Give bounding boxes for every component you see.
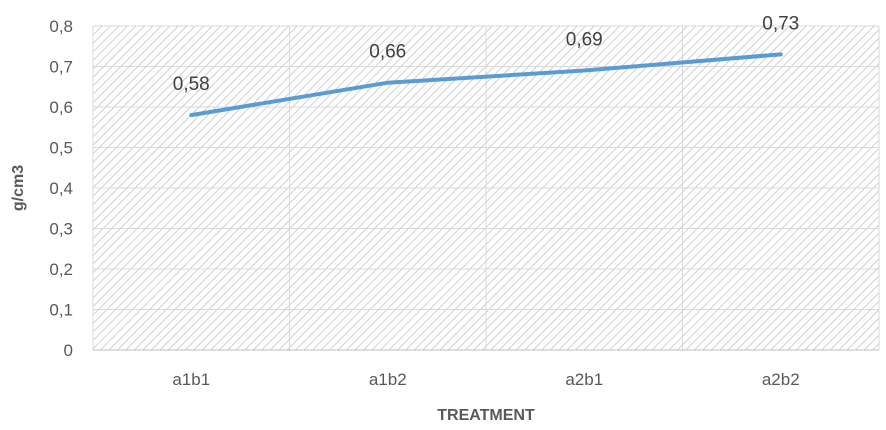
data-label: 0,66 bbox=[369, 42, 406, 63]
y-tick-label: 0,5 bbox=[49, 139, 73, 158]
gridlines bbox=[92, 25, 880, 350]
data-label: 0,58 bbox=[173, 74, 210, 95]
y-tick-label: 0,2 bbox=[49, 260, 73, 279]
data-labels: 0,58 0,66 0,69 0,73 bbox=[173, 13, 799, 95]
series-line bbox=[189, 52, 783, 118]
y-tick-label: 0,1 bbox=[49, 301, 73, 320]
y-tick-label: 0,3 bbox=[49, 220, 73, 239]
data-label: 0,69 bbox=[566, 30, 603, 51]
x-axis-title: TREATMENT bbox=[437, 407, 535, 424]
x-tick-label: a2b1 bbox=[565, 370, 603, 389]
y-tick-label: 0,4 bbox=[49, 179, 73, 198]
x-axis-ticks: a1b1 a1b2 a2b1 a2b2 bbox=[172, 370, 799, 389]
x-tick-label: a2b2 bbox=[762, 370, 800, 389]
y-axis-ticks: 0 0,1 0,2 0,3 0,4 0,5 0,6 0,7 0,8 bbox=[49, 17, 73, 360]
y-tick-label: 0,8 bbox=[49, 17, 73, 36]
x-tick-label: a1b2 bbox=[369, 370, 407, 389]
y-axis-title: g/cm3 bbox=[10, 165, 27, 211]
y-tick-label: 0 bbox=[64, 341, 73, 360]
data-label: 0,73 bbox=[762, 13, 799, 34]
x-tick-label: a1b1 bbox=[172, 370, 210, 389]
y-tick-label: 0,6 bbox=[49, 98, 73, 117]
y-tick-label: 0,7 bbox=[49, 58, 73, 77]
